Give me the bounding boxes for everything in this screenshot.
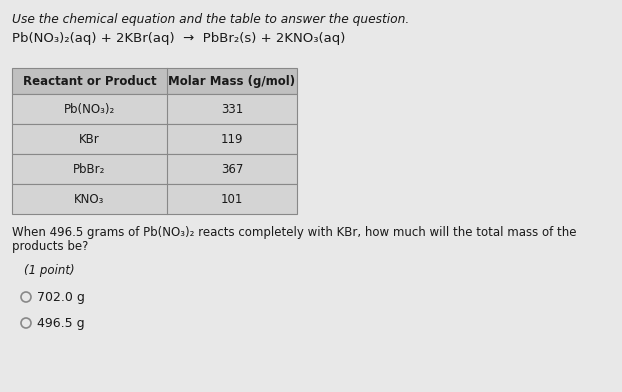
Bar [12,184,297,214]
Bar [12,94,297,124]
Text: 119: 119 [221,132,243,145]
Text: KNO₃: KNO₃ [74,192,104,205]
Text: 702.0 g: 702.0 g [37,290,85,303]
Text: Use the chemical equation and the table to answer the question.: Use the chemical equation and the table … [12,13,409,26]
Text: 496.5 g: 496.5 g [37,316,85,330]
Text: When 496.5 grams of Pb(NO₃)₂ reacts completely with KBr, how much will the total: When 496.5 grams of Pb(NO₃)₂ reacts comp… [12,226,577,239]
Text: 367: 367 [221,163,243,176]
Text: 101: 101 [221,192,243,205]
Text: KBr: KBr [79,132,100,145]
Text: 331: 331 [221,102,243,116]
Text: Pb(NO₃)₂(aq) + 2KBr(aq)  →  PbBr₂(s) + 2KNO₃(aq): Pb(NO₃)₂(aq) + 2KBr(aq) → PbBr₂(s) + 2KN… [12,32,345,45]
Text: (1 point): (1 point) [24,264,75,277]
Bar [12,124,297,154]
Text: Reactant or Product: Reactant or Product [22,74,156,87]
Bar [12,154,297,184]
Text: Pb(NO₃)₂: Pb(NO₃)₂ [64,102,115,116]
Text: PbBr₂: PbBr₂ [73,163,106,176]
Text: products be?: products be? [12,240,88,253]
Text: Molar Mass (g/mol): Molar Mass (g/mol) [169,74,295,87]
Bar [12,68,297,94]
